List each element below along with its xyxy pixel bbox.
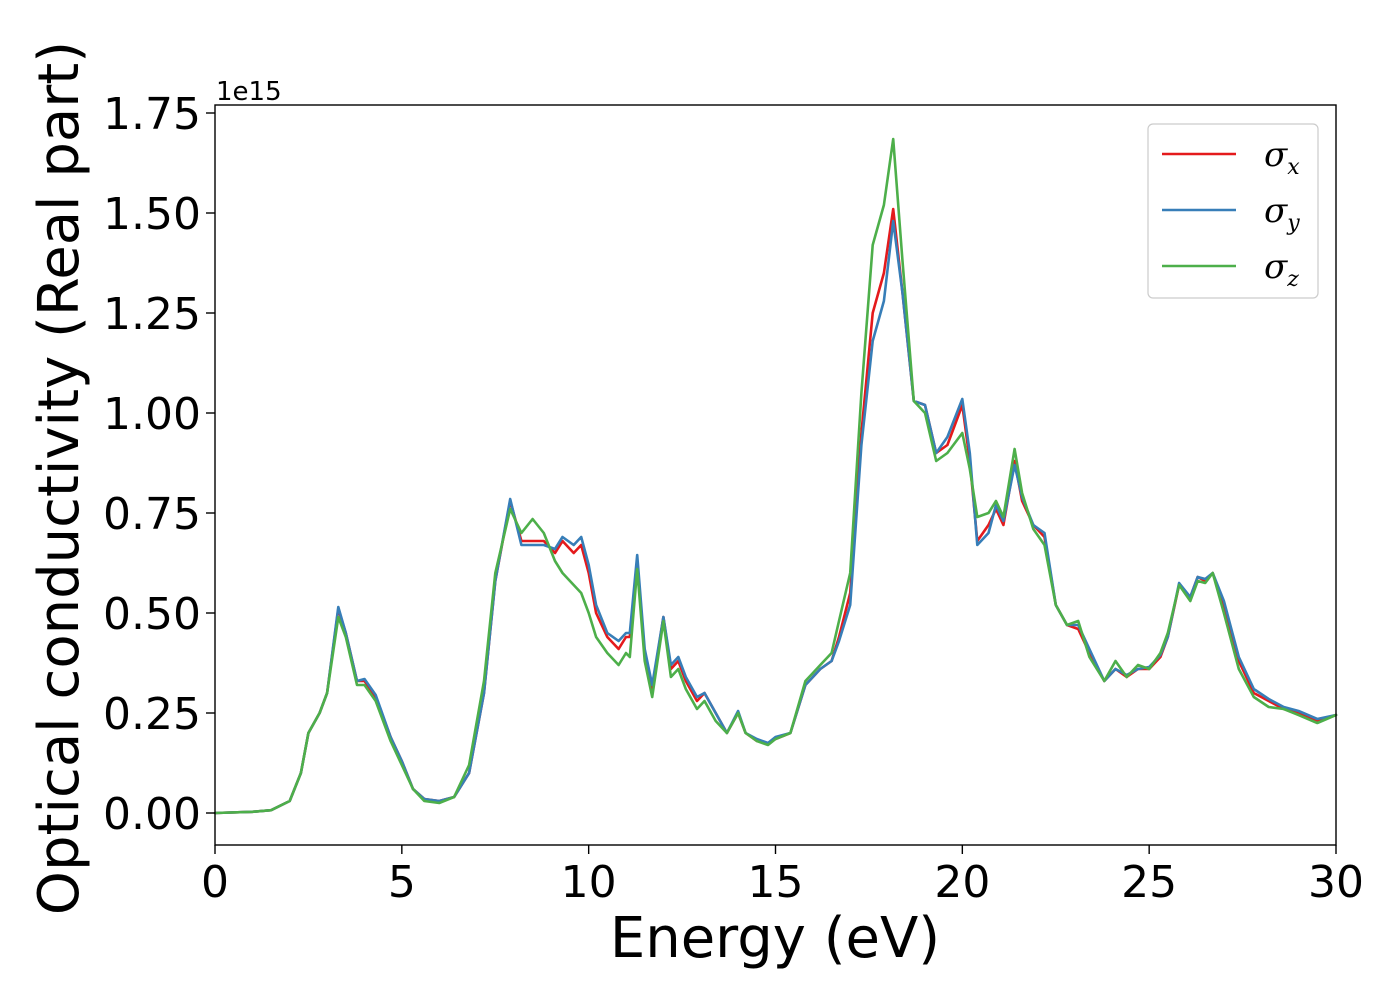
x-axis: 0 5 10 15 20 25 30 [201, 845, 1364, 908]
y-tick-label: 1.25 [103, 289, 201, 340]
y-axis: 0.00 0.25 0.50 0.75 1.00 1.25 1.50 1.75 [103, 89, 215, 840]
x-tick-label: 5 [388, 857, 416, 908]
x-axis-label: Energy (eV) [610, 906, 940, 971]
y-tick-label: 0.50 [103, 589, 201, 640]
y-tick-label: 0.75 [103, 489, 201, 540]
series-line-z [213, 137, 1338, 815]
y-tick-label: 1.75 [103, 89, 201, 140]
x-tick-label: 30 [1308, 857, 1364, 908]
x-tick-label: 0 [201, 857, 229, 908]
y-offset-text: 1e15 [216, 77, 282, 107]
legend-label-y: σy [1264, 191, 1300, 236]
y-tick-label: 0.25 [103, 689, 201, 740]
y-tick-label: 1.00 [103, 389, 201, 440]
y-tick-label: 0.00 [103, 789, 201, 840]
y-tick-label: 1.50 [103, 189, 201, 240]
series-layer [213, 137, 1338, 815]
x-tick-label: 25 [1121, 857, 1177, 908]
x-tick-label: 15 [748, 857, 804, 908]
x-tick-label: 10 [561, 857, 617, 908]
y-axis-label: Optical conductivity (Real part) [27, 41, 92, 915]
x-tick-label: 20 [934, 857, 990, 908]
